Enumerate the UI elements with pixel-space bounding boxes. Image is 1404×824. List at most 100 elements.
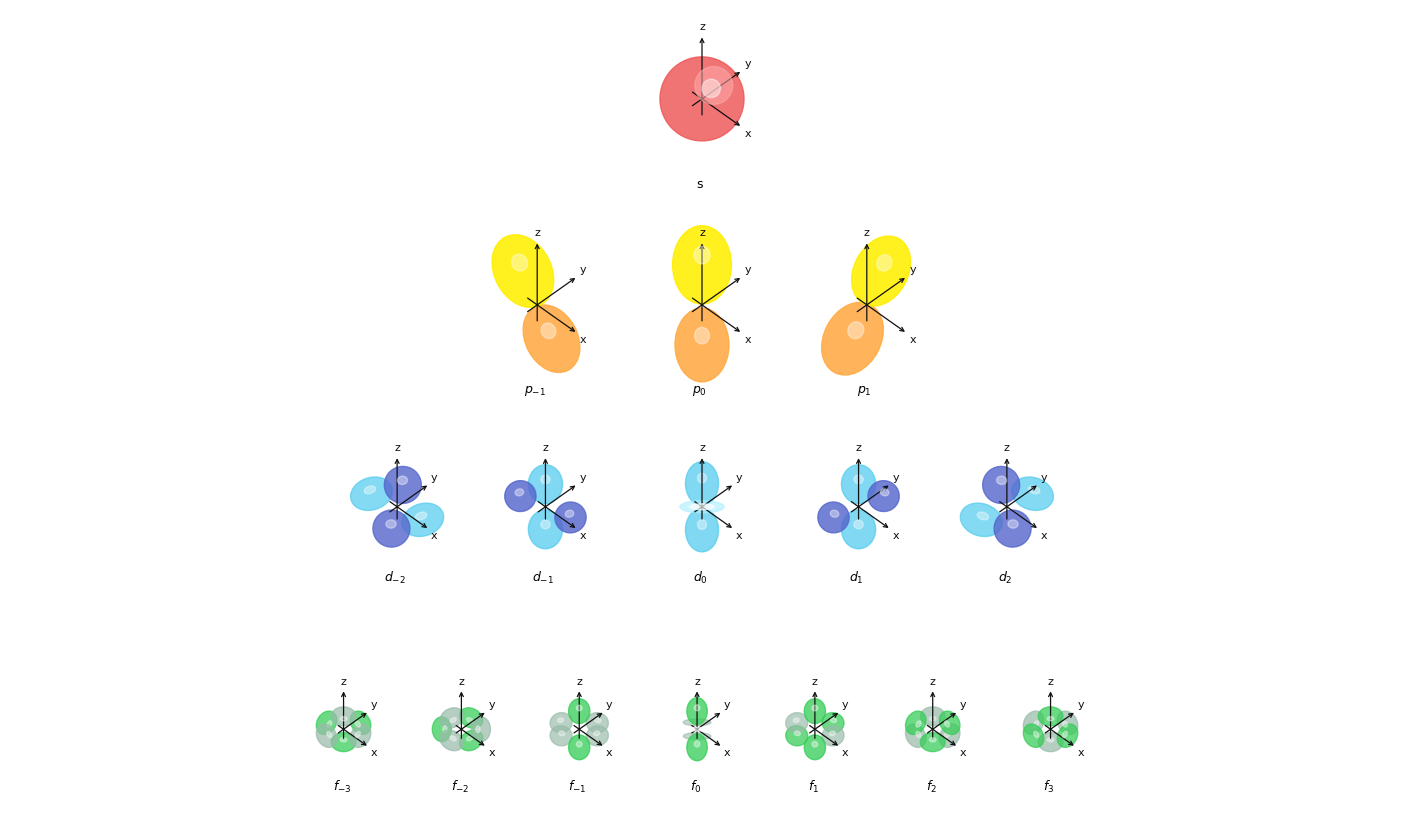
Ellipse shape: [1008, 520, 1018, 528]
Text: z: z: [535, 227, 541, 237]
Text: z: z: [812, 677, 817, 686]
Text: $f_{-2}$: $f_{-2}$: [451, 780, 469, 795]
Ellipse shape: [1033, 721, 1039, 727]
Ellipse shape: [793, 718, 799, 723]
Ellipse shape: [451, 736, 456, 741]
Ellipse shape: [316, 724, 337, 747]
Ellipse shape: [786, 726, 807, 746]
Ellipse shape: [439, 708, 463, 728]
Text: y: y: [431, 473, 438, 483]
Text: z: z: [341, 677, 347, 686]
Text: y: y: [607, 700, 612, 710]
Text: $p_{0}$: $p_{0}$: [692, 384, 708, 398]
Text: z: z: [855, 443, 862, 453]
Ellipse shape: [528, 465, 563, 503]
Ellipse shape: [340, 737, 347, 742]
Ellipse shape: [921, 707, 945, 726]
Ellipse shape: [569, 699, 590, 723]
Ellipse shape: [821, 726, 844, 746]
Ellipse shape: [541, 323, 556, 339]
Ellipse shape: [528, 510, 563, 549]
Ellipse shape: [355, 732, 361, 737]
Ellipse shape: [576, 705, 583, 711]
Ellipse shape: [841, 510, 876, 549]
Ellipse shape: [327, 721, 331, 727]
Ellipse shape: [576, 742, 583, 747]
Ellipse shape: [680, 501, 724, 513]
Ellipse shape: [868, 480, 900, 512]
Ellipse shape: [331, 707, 355, 726]
Ellipse shape: [675, 308, 729, 382]
Ellipse shape: [1024, 711, 1043, 734]
Circle shape: [695, 67, 733, 105]
Ellipse shape: [515, 489, 524, 496]
Text: y: y: [910, 265, 915, 274]
Ellipse shape: [432, 717, 451, 742]
Ellipse shape: [830, 731, 835, 736]
Text: y: y: [1077, 700, 1084, 710]
Ellipse shape: [994, 510, 1031, 547]
Text: y: y: [744, 265, 751, 274]
Ellipse shape: [541, 475, 550, 484]
Text: z: z: [699, 21, 705, 31]
Text: y: y: [724, 700, 730, 710]
Ellipse shape: [557, 718, 563, 723]
Text: z: z: [694, 677, 701, 686]
Text: y: y: [893, 473, 899, 483]
Ellipse shape: [1038, 707, 1063, 726]
Text: x: x: [431, 531, 438, 541]
Text: y: y: [489, 700, 496, 710]
Ellipse shape: [1057, 724, 1078, 747]
Text: y: y: [580, 473, 585, 483]
Ellipse shape: [854, 475, 863, 484]
Text: x: x: [489, 748, 496, 758]
Ellipse shape: [1063, 732, 1067, 737]
Ellipse shape: [327, 732, 331, 737]
Ellipse shape: [364, 486, 375, 494]
Text: x: x: [724, 748, 730, 758]
Ellipse shape: [466, 736, 473, 741]
Ellipse shape: [687, 698, 708, 724]
Ellipse shape: [906, 711, 927, 734]
Text: y: y: [580, 265, 587, 274]
Ellipse shape: [439, 730, 463, 751]
Ellipse shape: [587, 726, 608, 746]
Ellipse shape: [451, 718, 456, 723]
Ellipse shape: [945, 721, 949, 727]
Ellipse shape: [921, 733, 945, 751]
Ellipse shape: [841, 465, 876, 503]
Ellipse shape: [685, 508, 719, 552]
Text: y: y: [744, 59, 751, 68]
Text: z: z: [1004, 443, 1009, 453]
Text: y: y: [736, 473, 743, 483]
Text: x: x: [580, 335, 587, 345]
Ellipse shape: [830, 510, 838, 517]
Ellipse shape: [587, 713, 608, 733]
Ellipse shape: [960, 503, 1002, 536]
Text: x: x: [842, 748, 848, 758]
Ellipse shape: [331, 733, 355, 751]
Circle shape: [660, 57, 744, 141]
Ellipse shape: [915, 732, 921, 737]
Ellipse shape: [821, 302, 883, 375]
Ellipse shape: [694, 705, 699, 711]
Ellipse shape: [804, 735, 826, 760]
Ellipse shape: [555, 502, 585, 533]
Ellipse shape: [684, 733, 710, 740]
Ellipse shape: [350, 711, 371, 734]
Text: $f_{-1}$: $f_{-1}$: [569, 780, 587, 795]
Ellipse shape: [977, 512, 988, 520]
Text: z: z: [542, 443, 549, 453]
Ellipse shape: [397, 476, 407, 485]
Ellipse shape: [997, 476, 1007, 485]
Ellipse shape: [459, 730, 483, 751]
Ellipse shape: [491, 235, 553, 307]
Text: $f_{1}$: $f_{1}$: [807, 780, 819, 795]
Text: z: z: [395, 443, 400, 453]
Ellipse shape: [852, 236, 911, 306]
Ellipse shape: [786, 713, 807, 733]
Ellipse shape: [819, 502, 849, 533]
Ellipse shape: [1024, 724, 1043, 747]
Ellipse shape: [472, 717, 490, 742]
Ellipse shape: [416, 512, 427, 520]
